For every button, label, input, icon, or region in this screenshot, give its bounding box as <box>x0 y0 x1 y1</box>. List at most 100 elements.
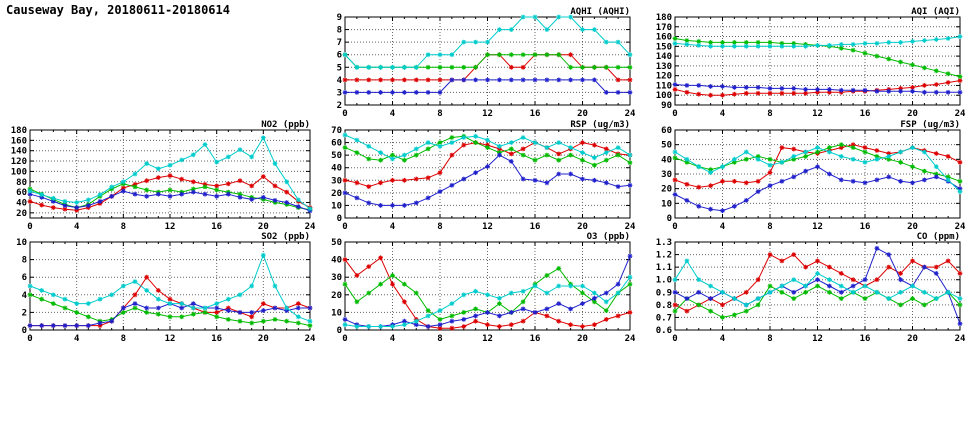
svg-text:40: 40 <box>331 256 342 266</box>
svg-text:8: 8 <box>337 26 342 36</box>
svg-text:30: 30 <box>661 170 672 180</box>
svg-text:16: 16 <box>860 109 871 119</box>
svg-text:9: 9 <box>337 13 342 23</box>
svg-text:8: 8 <box>437 334 442 344</box>
svg-text:0: 0 <box>672 222 677 232</box>
chart-title: FSP (ug/m3) <box>900 120 960 130</box>
svg-text:0: 0 <box>337 326 342 336</box>
svg-text:0: 0 <box>342 222 347 232</box>
svg-text:20: 20 <box>258 222 269 232</box>
svg-text:1.3: 1.3 <box>656 238 672 248</box>
chart-title: AQHI (AQHI) <box>570 7 630 17</box>
svg-text:16: 16 <box>860 222 871 232</box>
svg-text:70: 70 <box>331 126 342 136</box>
svg-text:12: 12 <box>812 222 823 232</box>
svg-text:24: 24 <box>955 109 966 119</box>
svg-text:150: 150 <box>656 42 672 52</box>
svg-text:0: 0 <box>342 334 347 344</box>
svg-text:180: 180 <box>11 126 27 136</box>
chart-no2: 0 4 8 12 16 20 24 20 40 60 80 100 120 140 160 180 NO2 (p… <box>0 118 320 234</box>
svg-text:120: 120 <box>11 157 27 167</box>
svg-text:24: 24 <box>955 334 966 344</box>
svg-text:0.8: 0.8 <box>656 301 672 311</box>
svg-text:5: 5 <box>337 63 342 73</box>
svg-text:8: 8 <box>22 256 27 266</box>
svg-text:140: 140 <box>656 52 672 62</box>
svg-text:4: 4 <box>390 334 396 344</box>
svg-text:20: 20 <box>577 109 588 119</box>
svg-text:12: 12 <box>482 109 493 119</box>
svg-text:80: 80 <box>16 178 27 188</box>
svg-text:0: 0 <box>342 109 347 119</box>
svg-text:20: 20 <box>661 185 672 195</box>
chart-canvas: 0 4 8 12 16 20 24 0 10 20 30 40 50 60 70 RSP (ug/m3) <box>331 120 636 232</box>
svg-text:160: 160 <box>11 136 27 146</box>
svg-text:130: 130 <box>656 62 672 72</box>
page-title: Causeway Bay, 20180611-20180614 <box>6 3 230 17</box>
svg-text:6: 6 <box>337 51 342 61</box>
svg-text:24: 24 <box>955 222 966 232</box>
svg-text:2: 2 <box>22 308 27 318</box>
svg-text:0: 0 <box>27 222 32 232</box>
svg-text:8: 8 <box>767 334 772 344</box>
chart-co: 0 4 8 12 16 20 24 0.6 0.7 0.8 0.9 1.0 1.1 1.2 1.3 CO (p… <box>645 230 970 346</box>
svg-text:4: 4 <box>74 222 80 232</box>
svg-text:10: 10 <box>331 201 342 211</box>
svg-text:10: 10 <box>16 238 27 248</box>
svg-text:40: 40 <box>16 198 27 208</box>
svg-text:30: 30 <box>331 273 342 283</box>
svg-text:120: 120 <box>656 72 672 82</box>
svg-text:4: 4 <box>390 109 396 119</box>
svg-text:50: 50 <box>331 151 342 161</box>
svg-text:10: 10 <box>661 199 672 209</box>
svg-text:24: 24 <box>625 222 636 232</box>
svg-text:16: 16 <box>860 334 871 344</box>
svg-text:16: 16 <box>211 334 222 344</box>
svg-text:140: 140 <box>11 147 27 157</box>
svg-text:8: 8 <box>767 109 772 119</box>
svg-text:6: 6 <box>22 273 27 283</box>
chart-so2: 0 4 8 12 16 20 24 0 2 4 6 8 10 SO2 (ppb) <box>0 230 320 346</box>
svg-text:20: 20 <box>577 222 588 232</box>
chart-title: NO2 (ppb) <box>261 120 310 130</box>
svg-text:16: 16 <box>530 222 541 232</box>
svg-text:8: 8 <box>121 222 126 232</box>
svg-text:16: 16 <box>530 334 541 344</box>
chart-title: O3 (ppb) <box>587 232 630 242</box>
svg-text:0.9: 0.9 <box>656 288 672 298</box>
svg-text:24: 24 <box>625 109 636 119</box>
svg-text:20: 20 <box>577 334 588 344</box>
svg-text:20: 20 <box>907 334 918 344</box>
svg-text:12: 12 <box>482 334 493 344</box>
svg-text:160: 160 <box>656 33 672 43</box>
svg-text:16: 16 <box>530 109 541 119</box>
svg-text:0: 0 <box>337 214 342 224</box>
svg-text:20: 20 <box>907 109 918 119</box>
svg-text:60: 60 <box>331 139 342 149</box>
svg-text:12: 12 <box>165 222 176 232</box>
svg-text:1.0: 1.0 <box>656 276 672 286</box>
svg-text:12: 12 <box>482 222 493 232</box>
svg-text:20: 20 <box>907 222 918 232</box>
svg-text:24: 24 <box>625 334 636 344</box>
svg-text:1.2: 1.2 <box>656 251 672 261</box>
svg-text:100: 100 <box>656 91 672 101</box>
svg-text:170: 170 <box>656 23 672 33</box>
chart-canvas: 0 4 8 12 16 20 24 0.6 0.7 0.8 0.9 1.0 1.1 1.2 1.3 CO (p… <box>656 232 966 344</box>
svg-text:24: 24 <box>305 222 316 232</box>
chart-title: SO2 (ppb) <box>261 232 310 242</box>
chart-canvas: 0 4 8 12 16 20 24 0 10 20 30 40 50 60 FSP (ug/m3) <box>661 120 966 232</box>
svg-text:40: 40 <box>331 164 342 174</box>
svg-text:50: 50 <box>661 141 672 151</box>
svg-text:4: 4 <box>720 222 726 232</box>
svg-text:12: 12 <box>812 334 823 344</box>
chart-o3: 0 4 8 12 16 20 24 0 10 20 30 40 50 O3 (ppb) <box>315 230 640 346</box>
svg-text:90: 90 <box>661 101 672 111</box>
svg-text:8: 8 <box>437 109 442 119</box>
svg-text:0.7: 0.7 <box>656 313 672 323</box>
svg-text:4: 4 <box>720 109 726 119</box>
svg-text:12: 12 <box>165 334 176 344</box>
svg-text:20: 20 <box>331 189 342 199</box>
